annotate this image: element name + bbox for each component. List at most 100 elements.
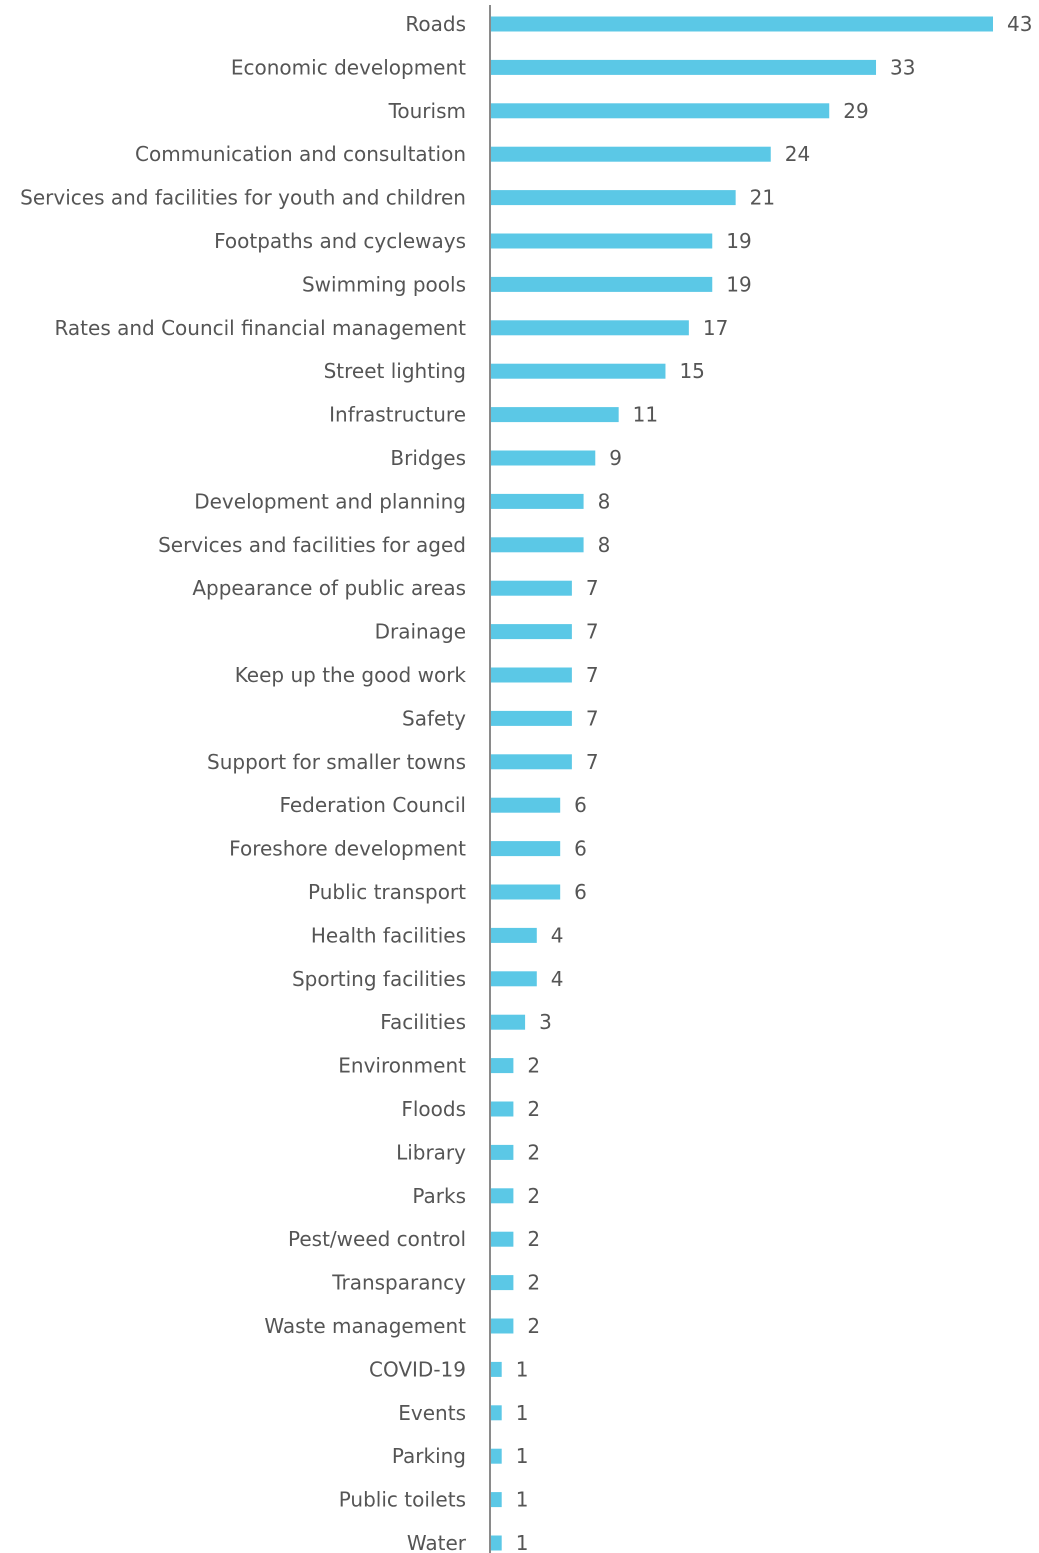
category-label: Parks <box>412 1184 466 1208</box>
value-label: 11 <box>633 403 658 427</box>
bar <box>490 754 572 770</box>
category-label: Roads <box>405 12 466 36</box>
bar <box>490 407 619 423</box>
bar <box>490 841 561 857</box>
value-label: 33 <box>890 55 915 79</box>
category-label: Services and facilities for aged <box>158 533 466 557</box>
category-label: COVID-19 <box>369 1357 466 1381</box>
value-label: 2 <box>527 1314 540 1338</box>
bar <box>490 493 584 509</box>
value-label: 8 <box>598 489 611 513</box>
value-label: 3 <box>539 1010 552 1034</box>
category-label: Services and facilities for youth and ch… <box>20 186 466 210</box>
bar <box>490 233 713 249</box>
category-label: Water <box>407 1531 467 1553</box>
value-label: 2 <box>527 1054 540 1078</box>
bar <box>490 59 877 75</box>
value-label: 9 <box>609 446 622 470</box>
value-label: 24 <box>785 142 810 166</box>
bar <box>490 363 666 379</box>
value-label: 7 <box>586 750 599 774</box>
bar <box>490 1405 502 1421</box>
category-labels: Roads Economic development Tourism Communic… <box>20 12 467 1553</box>
value-label: 29 <box>843 99 868 123</box>
category-label: Communication and consultation <box>135 142 466 166</box>
bar <box>490 16 993 32</box>
bar <box>490 1535 502 1551</box>
bar <box>490 1144 514 1160</box>
category-label: Public transport <box>308 880 466 904</box>
value-label: 7 <box>586 620 599 644</box>
category-label: Support for smaller towns <box>207 750 466 774</box>
value-label: 1 <box>516 1444 529 1468</box>
category-label: Pest/weed control <box>288 1227 466 1251</box>
category-label: Parking <box>392 1444 466 1468</box>
bar <box>490 1448 502 1464</box>
value-label: 6 <box>574 793 587 817</box>
value-label: 2 <box>527 1097 540 1121</box>
value-label: 15 <box>679 359 704 383</box>
value-label: 1 <box>516 1531 529 1553</box>
category-label: Swimming pools <box>302 272 466 296</box>
bar <box>490 103 830 119</box>
bar <box>490 276 713 292</box>
bar <box>490 624 572 640</box>
category-label: Tourism <box>388 99 466 123</box>
bar <box>490 537 584 553</box>
category-label: Appearance of public areas <box>192 576 466 600</box>
bar <box>490 797 561 813</box>
value-label: 1 <box>516 1488 529 1512</box>
bar <box>490 710 572 726</box>
bar <box>490 1101 514 1117</box>
bar <box>490 190 736 206</box>
category-label: Sporting facilities <box>292 967 466 991</box>
category-label: Infrastructure <box>329 403 466 427</box>
category-label: Development and planning <box>194 489 466 513</box>
value-label: 43 <box>1007 12 1032 36</box>
value-label: 2 <box>527 1271 540 1295</box>
bar <box>490 1318 514 1334</box>
category-label: Keep up the good work <box>235 663 467 687</box>
category-label: Events <box>398 1401 466 1425</box>
bar <box>490 1275 514 1291</box>
category-label: Drainage <box>375 620 466 644</box>
bar <box>490 971 537 987</box>
category-label: Street lighting <box>324 359 466 383</box>
bar <box>490 667 572 683</box>
value-labels: 4333292421191917151198877777666443222222… <box>516 12 1033 1553</box>
value-label: 2 <box>527 1227 540 1251</box>
category-label: Environment <box>338 1054 466 1078</box>
category-label: Federation Council <box>279 793 466 817</box>
category-label: Economic development <box>231 55 466 79</box>
value-label: 6 <box>574 880 587 904</box>
category-label: Facilities <box>380 1010 466 1034</box>
bar <box>490 1058 514 1074</box>
value-label: 2 <box>527 1184 540 1208</box>
bar <box>490 884 561 900</box>
value-label: 4 <box>551 923 564 947</box>
bar <box>490 927 537 943</box>
value-label: 17 <box>703 316 728 340</box>
value-label: 1 <box>516 1357 529 1381</box>
category-label: Health facilities <box>311 923 466 947</box>
bar <box>490 320 689 336</box>
bar <box>490 1231 514 1247</box>
value-label: 19 <box>726 229 751 253</box>
category-label: Public toilets <box>339 1488 466 1512</box>
value-label: 7 <box>586 663 599 687</box>
value-label: 1 <box>516 1401 529 1425</box>
value-label: 7 <box>586 576 599 600</box>
category-label: Rates and Council financial management <box>54 316 466 340</box>
value-label: 7 <box>586 706 599 730</box>
bar <box>490 1188 514 1204</box>
value-label: 4 <box>551 967 564 991</box>
category-label: Library <box>396 1140 466 1164</box>
category-label: Bridges <box>390 446 466 470</box>
category-label: Safety <box>402 706 466 730</box>
value-label: 19 <box>726 272 751 296</box>
category-label: Waste management <box>264 1314 466 1338</box>
value-label: 21 <box>750 186 775 210</box>
bar <box>490 1492 502 1508</box>
category-label: Transparancy <box>331 1271 466 1295</box>
bar <box>490 1014 526 1030</box>
